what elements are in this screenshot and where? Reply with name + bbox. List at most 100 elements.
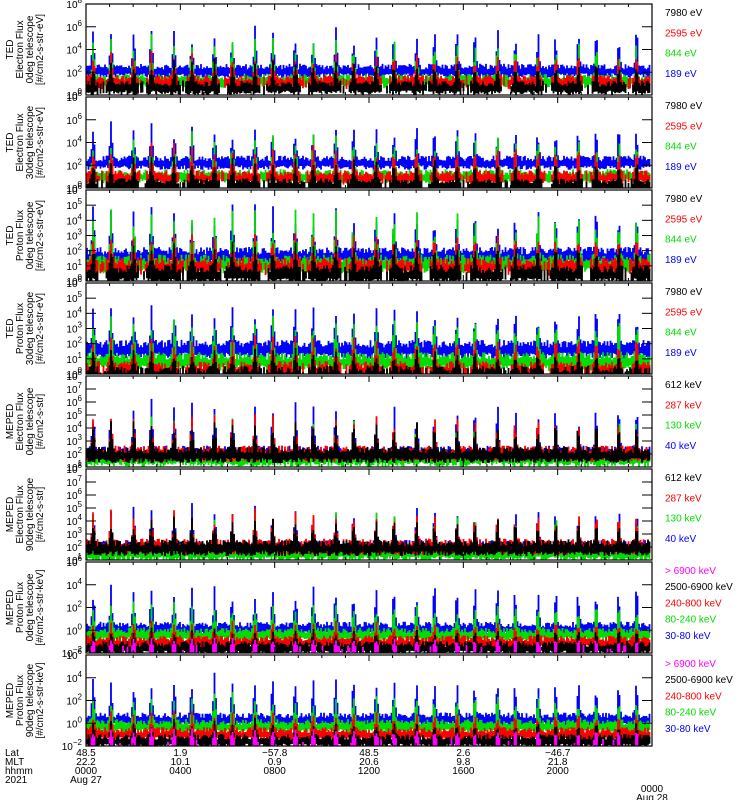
- legend-entry: 612 keV: [665, 473, 702, 484]
- y-axis-label-line: MEPED: [5, 683, 16, 719]
- series-trace: [86, 672, 651, 727]
- y-tick-label: 103: [66, 433, 82, 448]
- y-axis-label-line: [#/cm2-s-str-eV]: [35, 107, 46, 178]
- series-trace: [86, 58, 651, 95]
- y-axis-label-line: Proton Flux: [15, 675, 26, 726]
- y-axis-label-line: TED: [5, 133, 16, 153]
- y-axis-label: MEPEDProton Flux90deg telescope[#/cm2-s-…: [5, 662, 46, 738]
- series-000000: [86, 421, 651, 464]
- y-axis-label-line: Electron Flux: [15, 113, 26, 171]
- y-tick-label: 101: [66, 459, 82, 474]
- y-axis-label: TEDElectron Flux0deg telescope[#/cm2-s-s…: [5, 14, 46, 85]
- series-0000ff: [86, 672, 651, 727]
- series-trace: [86, 25, 651, 78]
- legend-entry: 844 eV: [665, 142, 697, 153]
- y-axis-label-line: [#/cm2-s-str-keV]: [35, 662, 46, 738]
- y-tick-label: 103: [66, 526, 82, 541]
- series-trace: [86, 421, 651, 464]
- legend-entry: 2595 eV: [665, 121, 703, 132]
- legend-entry: 2595 eV: [665, 214, 703, 225]
- legend-entry: 287 keV: [665, 400, 702, 411]
- y-axis-label: TEDProton Flux30deg telescope[#/cm2-s-st…: [5, 291, 46, 365]
- y-axis-label-line: [#/cm2-s-str-eV]: [35, 14, 46, 85]
- x-row-value: 10.1: [171, 757, 191, 768]
- y-axis-label-line: 0deg telescope: [25, 15, 36, 83]
- x-row-value: 1.9: [173, 748, 187, 759]
- y-tick-label: 103: [66, 321, 82, 336]
- x-row-value: Aug 27: [70, 775, 102, 786]
- y-axis-label-line: 0deg telescope: [25, 201, 36, 269]
- y-axis-label-line: 30deg telescope: [25, 105, 36, 179]
- panel-2: 100 102 104 106 108 TEDElectron Flux30deg tel…: [5, 89, 703, 195]
- series-trace: [86, 156, 651, 188]
- y-tick-label: 104: [66, 513, 82, 528]
- legend-entry: 130 keV: [665, 421, 702, 432]
- y-axis-label-line: TED: [5, 319, 16, 339]
- series-000000: [86, 241, 651, 281]
- x-row-value: 48.5: [76, 748, 96, 759]
- y-axis-label-line: TED: [5, 226, 16, 246]
- y-tick-label: 102: [66, 446, 82, 461]
- x-row-value: 9.8: [456, 757, 470, 768]
- legend-entry: 80-240 keV: [665, 615, 716, 626]
- series-trace: [86, 692, 651, 734]
- series-trace: [90, 728, 639, 746]
- y-tick-label: 100: [66, 622, 82, 637]
- x-row-value: 0000: [75, 766, 98, 777]
- x-row-value: 1600: [452, 766, 475, 777]
- x-row-value: 21.8: [548, 757, 568, 768]
- y-tick-label: 100: [66, 273, 82, 288]
- y-tick-label: 105: [66, 407, 82, 422]
- x-row-value: 0000: [641, 784, 664, 795]
- y-tick-label: 102: [66, 600, 82, 615]
- x-row-value: 0800: [264, 766, 287, 777]
- series-trace: [86, 305, 651, 359]
- legend-entry: 2500-6900 keV: [665, 582, 733, 593]
- legend-entry: 80-240 keV: [665, 708, 716, 719]
- x-row-label: 2021: [5, 775, 28, 786]
- series-0000ff: [86, 204, 651, 266]
- panel-1: 100 102 104 106 108 TEDElectron Flux0deg tele…: [5, 0, 703, 102]
- y-tick-label: 106: [66, 487, 82, 502]
- y-tick-label: 104: [66, 42, 82, 57]
- y-axis-label-line: MEPED: [5, 590, 16, 626]
- y-tick-label: 104: [66, 135, 82, 150]
- legend-entry: 2595 eV: [665, 28, 703, 39]
- y-axis-label-line: Electron Flux: [15, 392, 26, 450]
- y-tick-label: 100: [66, 715, 82, 730]
- legend-entry: 240-800 keV: [665, 691, 722, 702]
- y-tick-label: 106: [66, 647, 82, 662]
- y-tick-label: 106: [66, 554, 82, 569]
- y-tick-label: 105: [66, 500, 82, 515]
- y-tick-label: 103: [66, 228, 82, 243]
- legend-entry: 2500-6900 keV: [665, 675, 733, 686]
- series-trace: [86, 241, 651, 281]
- y-tick-label: 107: [66, 474, 82, 489]
- y-tick-label: 100: [66, 180, 82, 195]
- y-axis-label-line: [#/cm2-s-str]: [35, 394, 46, 450]
- y-tick-label: 102: [66, 336, 82, 351]
- y-axis-label-line: 0deg telescope: [25, 387, 36, 455]
- y-axis-label: MEPEDProton Flux0deg telescope[#/cm2-s-s…: [5, 569, 46, 645]
- y-tick-label: 101: [66, 258, 82, 273]
- legend-entry: 189 eV: [665, 255, 697, 266]
- legend-entry: 7980 eV: [665, 101, 703, 112]
- series-000000: [86, 58, 651, 95]
- y-tick-label: 108: [66, 0, 82, 11]
- y-tick-label: 102: [66, 157, 82, 172]
- series-000000: [86, 516, 651, 557]
- y-axis-label: MEPEDElectron Flux90deg telescope[#/cm2-…: [5, 477, 46, 551]
- legend-entry: 844 eV: [665, 235, 697, 246]
- x-row-value: 48.5: [359, 748, 379, 759]
- legend-entry: 287 keV: [665, 493, 702, 504]
- y-tick-label: 104: [66, 577, 82, 592]
- y-axis-label-line: [#/cm2-s-str-keV]: [35, 569, 46, 645]
- y-axis-label-line: Electron Flux: [15, 485, 26, 543]
- x-row-value: Aug 28: [636, 793, 668, 800]
- y-axis-label-line: [#/cm2-s-str]: [35, 487, 46, 543]
- legend-entry: 130 keV: [665, 514, 702, 525]
- legend-entry: 189 eV: [665, 69, 697, 80]
